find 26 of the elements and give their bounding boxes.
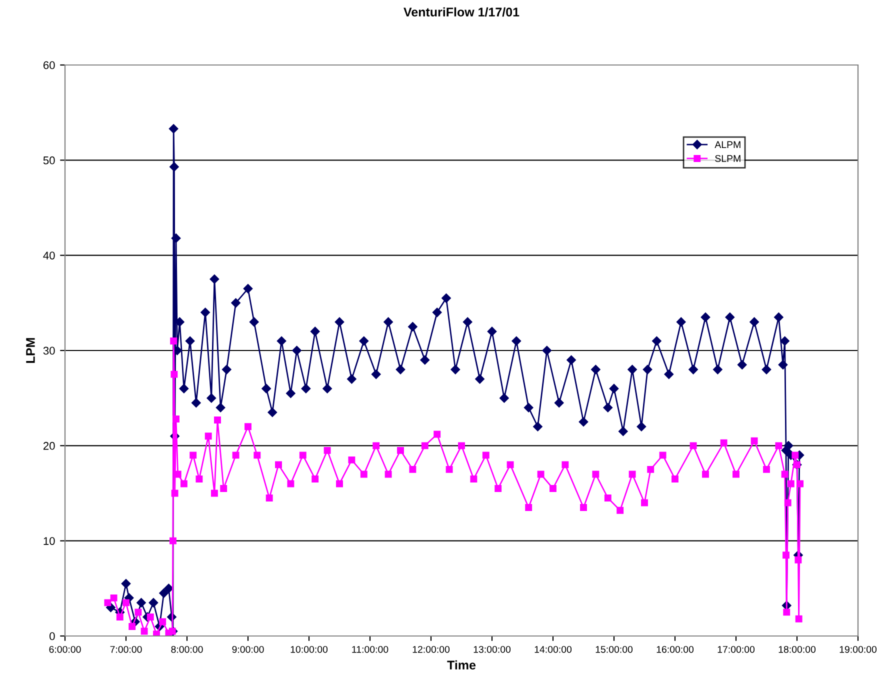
y-tick-label: 40	[43, 252, 55, 260]
x-tick-label: 14:00:00	[534, 646, 572, 653]
x-tick-label: 11:00:00	[352, 646, 388, 653]
x-tick-label: 15:00:00	[596, 646, 633, 653]
y-tick-label: 50	[43, 156, 55, 164]
x-tick-label: 16:00:00	[656, 646, 694, 653]
legend-label: SLPM	[715, 155, 740, 162]
x-tick-label: 6:00:00	[49, 646, 81, 653]
y-tick-label: 10	[44, 537, 55, 545]
y-axis-title: LPM	[26, 338, 35, 363]
x-tick-label: 12:00:00	[412, 646, 450, 653]
x-tick-label: 7:00:00	[110, 646, 142, 653]
y-tick-label: 20	[43, 442, 55, 450]
x-tick-label: 13:00:00	[474, 646, 511, 653]
x-tick-label: 8:00:00	[171, 646, 203, 653]
y-tick-label: 0	[50, 632, 55, 640]
x-tick-label: 9:00:00	[232, 646, 264, 653]
x-axis-title: Time	[447, 660, 476, 670]
x-tick-label: 19:00:00	[840, 646, 877, 653]
x-tick-label: 10:00:00	[290, 646, 328, 653]
x-tick-label: 17:00:00	[718, 646, 755, 653]
legend-label: ALPM	[714, 141, 740, 148]
y-tick-label: 60	[43, 61, 55, 70]
chart-title: VenturiFlow 1/17/01	[404, 7, 520, 17]
y-tick-label: 30	[43, 346, 55, 355]
x-tick-label: 18:00:00	[778, 646, 816, 653]
